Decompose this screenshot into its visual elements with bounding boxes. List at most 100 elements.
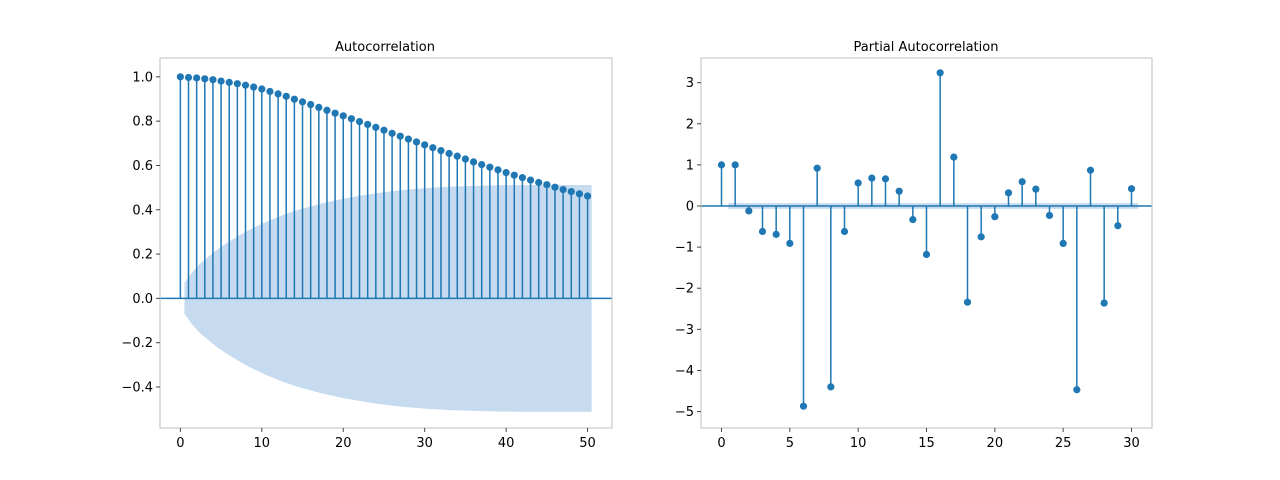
acf-point: [355, 117, 364, 126]
acf-point: [241, 81, 250, 89]
acf-y-tick-label: 1.0: [132, 70, 153, 85]
acf-point: [567, 187, 575, 196]
acf-point: [453, 152, 461, 160]
acf-axes-frame: [159, 57, 613, 429]
acf-x-tick-label: 10: [254, 436, 271, 451]
pacf-point: [1045, 211, 1054, 220]
acf-y-tick-label: −0.4: [121, 381, 153, 396]
pacf-panel: Partial Autocorrelation 0 5 10 15 20 25 30−5−4…: [675, 40, 1153, 451]
pacf-point: [758, 227, 767, 236]
acf-point: [396, 132, 404, 140]
pacf-point: [950, 153, 958, 161]
acf-point: [388, 129, 396, 137]
acf-x-tick-label: 50: [579, 436, 596, 451]
acf-point: [233, 80, 241, 88]
pacf-x-tick-label: 15: [918, 436, 935, 451]
pacf-point: [840, 227, 849, 236]
acf-point: [518, 174, 527, 182]
acf-point: [364, 120, 372, 129]
acf-y-tick-label: 0.4: [132, 203, 153, 218]
pacf-point: [991, 213, 999, 221]
acf-point: [225, 78, 233, 86]
pacf-y-tick-label: 3: [686, 76, 694, 91]
acf-point: [543, 181, 551, 189]
acf-x-tick-label: 30: [416, 436, 433, 451]
pacf-point: [1100, 299, 1108, 307]
acf-point: [307, 100, 315, 109]
pacf-point: [909, 215, 917, 224]
pacf-point: [1127, 185, 1136, 193]
acf-point: [494, 166, 502, 174]
pacf-point: [813, 164, 821, 172]
acf-y-tick-label: −0.2: [121, 336, 153, 351]
pacf-y-tick-label: −5: [675, 405, 694, 420]
pacf-point: [786, 239, 794, 248]
acf-point: [526, 176, 535, 184]
pacf-point: [881, 175, 890, 183]
acf-point: [274, 90, 282, 98]
pacf-point: [745, 207, 753, 215]
acf-y-tick-label: 0.0: [132, 292, 153, 307]
acf-x-tick-label: 40: [498, 436, 515, 451]
pacf-y-tick-label: 2: [686, 117, 694, 132]
pacf-point: [799, 402, 808, 410]
acf-point: [535, 178, 543, 187]
pacf-x-tick-label: 20: [987, 436, 1004, 451]
acf-point: [575, 190, 584, 198]
acf-point: [258, 85, 266, 93]
pacf-point: [936, 69, 944, 77]
pacf-point: [1004, 189, 1013, 197]
acf-point: [347, 115, 355, 123]
acf-point: [339, 112, 347, 120]
acf-point: [176, 73, 184, 81]
acf-point: [437, 147, 445, 155]
pacf-point: [895, 187, 903, 195]
pacf-x-tick-label: 10: [850, 436, 867, 451]
acf-point: [250, 83, 258, 91]
pacf-y-tick-label: −2: [675, 282, 694, 297]
acf-y-tick-label: 0.2: [132, 248, 153, 263]
pacf-x-tick-label: 30: [1123, 436, 1140, 451]
acf-point: [331, 109, 339, 117]
acf-point: [323, 106, 331, 114]
acf-x-tick-label: 20: [335, 436, 352, 451]
pacf-point: [1114, 222, 1122, 230]
acf-point: [461, 155, 470, 163]
pacf-y-tick-label: −3: [675, 323, 694, 338]
acf-panel: Autocorrelation 0 10 20 30 40 50 −0.4 −0.2 0.0 0.…: [121, 40, 613, 451]
pacf-point: [868, 174, 876, 182]
acf-point: [315, 103, 323, 112]
pacf-point: [922, 250, 931, 259]
acf-point: [298, 98, 307, 106]
pacf-point: [1018, 178, 1026, 186]
acf-point: [551, 183, 559, 191]
pacf-point: [772, 230, 780, 238]
acf-point: [412, 138, 421, 146]
pacf-point: [1059, 239, 1067, 248]
acf-point: [217, 77, 225, 85]
pacf-point: [731, 161, 739, 169]
pacf-y-tick-label: 1: [686, 158, 694, 173]
acf-point: [583, 192, 592, 200]
acf-point: [372, 123, 380, 131]
pacf-point: [827, 383, 835, 391]
pacf-y-tick-label: −4: [675, 364, 694, 379]
acf-point: [184, 73, 193, 82]
pacf-x-tick-label: 5: [786, 436, 794, 451]
acf-point: [282, 92, 290, 100]
pacf-y-tick-label: −1: [675, 241, 694, 256]
pacf-point: [1032, 185, 1040, 193]
pacf-point: [1073, 386, 1081, 394]
pacf-point: [977, 233, 985, 241]
acf-point: [290, 95, 298, 103]
acf-point: [478, 160, 486, 169]
acf-x-tick-label: 0: [176, 436, 184, 451]
acf-point: [404, 135, 412, 143]
acf-point: [421, 141, 429, 149]
pacf-x-tick-label: 0: [717, 436, 725, 451]
pacf-title: Partial Autocorrelation: [854, 40, 999, 55]
acf-point: [502, 168, 510, 177]
acf-point: [486, 163, 494, 171]
acf-point: [559, 186, 567, 194]
